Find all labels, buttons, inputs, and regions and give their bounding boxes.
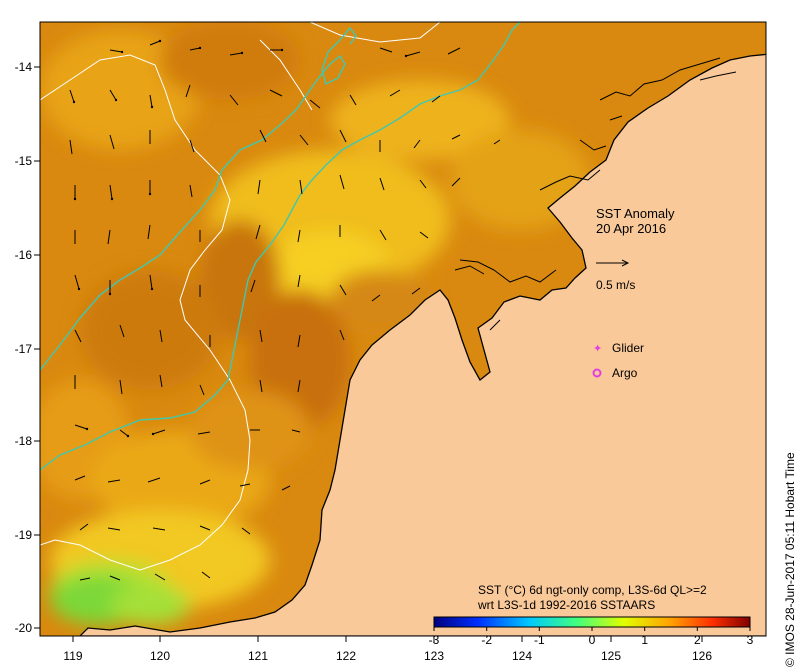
colorbar-caption-line-2: wrt L3S-1d 1992-2016 SSTAARS xyxy=(477,598,655,612)
lon-tick-label: 121 xyxy=(248,649,268,663)
colorbar-tick-label: -3 xyxy=(429,633,440,647)
colorbar-tick-label: 1 xyxy=(641,633,648,647)
colorbar-tick-label: -2 xyxy=(481,633,492,647)
colorbar-ticks xyxy=(433,627,751,631)
isobath-top xyxy=(309,22,441,43)
vector-scale-label: 0.5 m/s xyxy=(596,278,635,292)
lon-tick-label: 125 xyxy=(601,649,621,663)
current-vectors xyxy=(69,40,501,581)
lon-tick-label: 119 xyxy=(63,649,82,663)
glider-marker-icon: ✦ xyxy=(593,342,602,355)
colorbar-caption-line-1: SST (°C) 6d ngt-only comp, L3S-6d QL>=2 xyxy=(478,583,707,597)
lat-tick-label: -20 xyxy=(15,621,33,635)
land-mass xyxy=(79,53,766,636)
glider-track xyxy=(40,22,521,471)
current-vector-heads xyxy=(72,39,408,438)
map-title-line-2: 20 Apr 2016 xyxy=(596,221,666,236)
legend-argo-label: Argo xyxy=(612,366,638,380)
lon-tick-label: 124 xyxy=(512,649,532,663)
colorbar-tick-labels: -3 -2 -1 0 1 2 3 xyxy=(429,633,754,647)
lon-tick-label: 123 xyxy=(424,649,444,663)
lat-tick-label: -15 xyxy=(15,154,33,168)
vector-scale-arrow xyxy=(596,259,630,267)
lat-tick-label: -19 xyxy=(15,528,33,542)
legend-glider-label: Glider xyxy=(612,341,644,355)
lon-tick-label: 120 xyxy=(150,649,170,663)
colorbar-tick-label: -1 xyxy=(534,633,545,647)
plot-frame xyxy=(39,21,767,637)
lat-tick-label: -14 xyxy=(15,60,33,74)
imos-credit: © IMOS 28-Jun-2017 05:11 Hobart Time xyxy=(783,452,797,667)
argo-marker-icon xyxy=(592,368,602,378)
lon-tick-label: 126 xyxy=(692,649,712,663)
isobath-shelf xyxy=(40,54,251,571)
axis-ticks xyxy=(34,66,703,642)
colorbar-tick-label: 3 xyxy=(747,633,754,647)
lat-tick-label: -18 xyxy=(15,434,33,448)
lat-tick-label: -16 xyxy=(15,248,33,262)
lon-tick-labels: 119 120 121 122 123 124 125 126 xyxy=(63,649,712,663)
map-plot-area xyxy=(40,22,766,636)
colorbar-tick-label: 2 xyxy=(694,633,701,647)
lat-tick-labels: -14 -15 -16 -17 -18 -19 -20 xyxy=(15,60,33,635)
colorbar-tick-label: 0 xyxy=(589,633,596,647)
lon-tick-label: 122 xyxy=(336,649,356,663)
map-title-line-1: SST Anomaly xyxy=(596,206,675,221)
lat-tick-label: -17 xyxy=(15,342,33,356)
colorbar xyxy=(433,616,751,628)
kimberley-inlets xyxy=(454,57,737,331)
